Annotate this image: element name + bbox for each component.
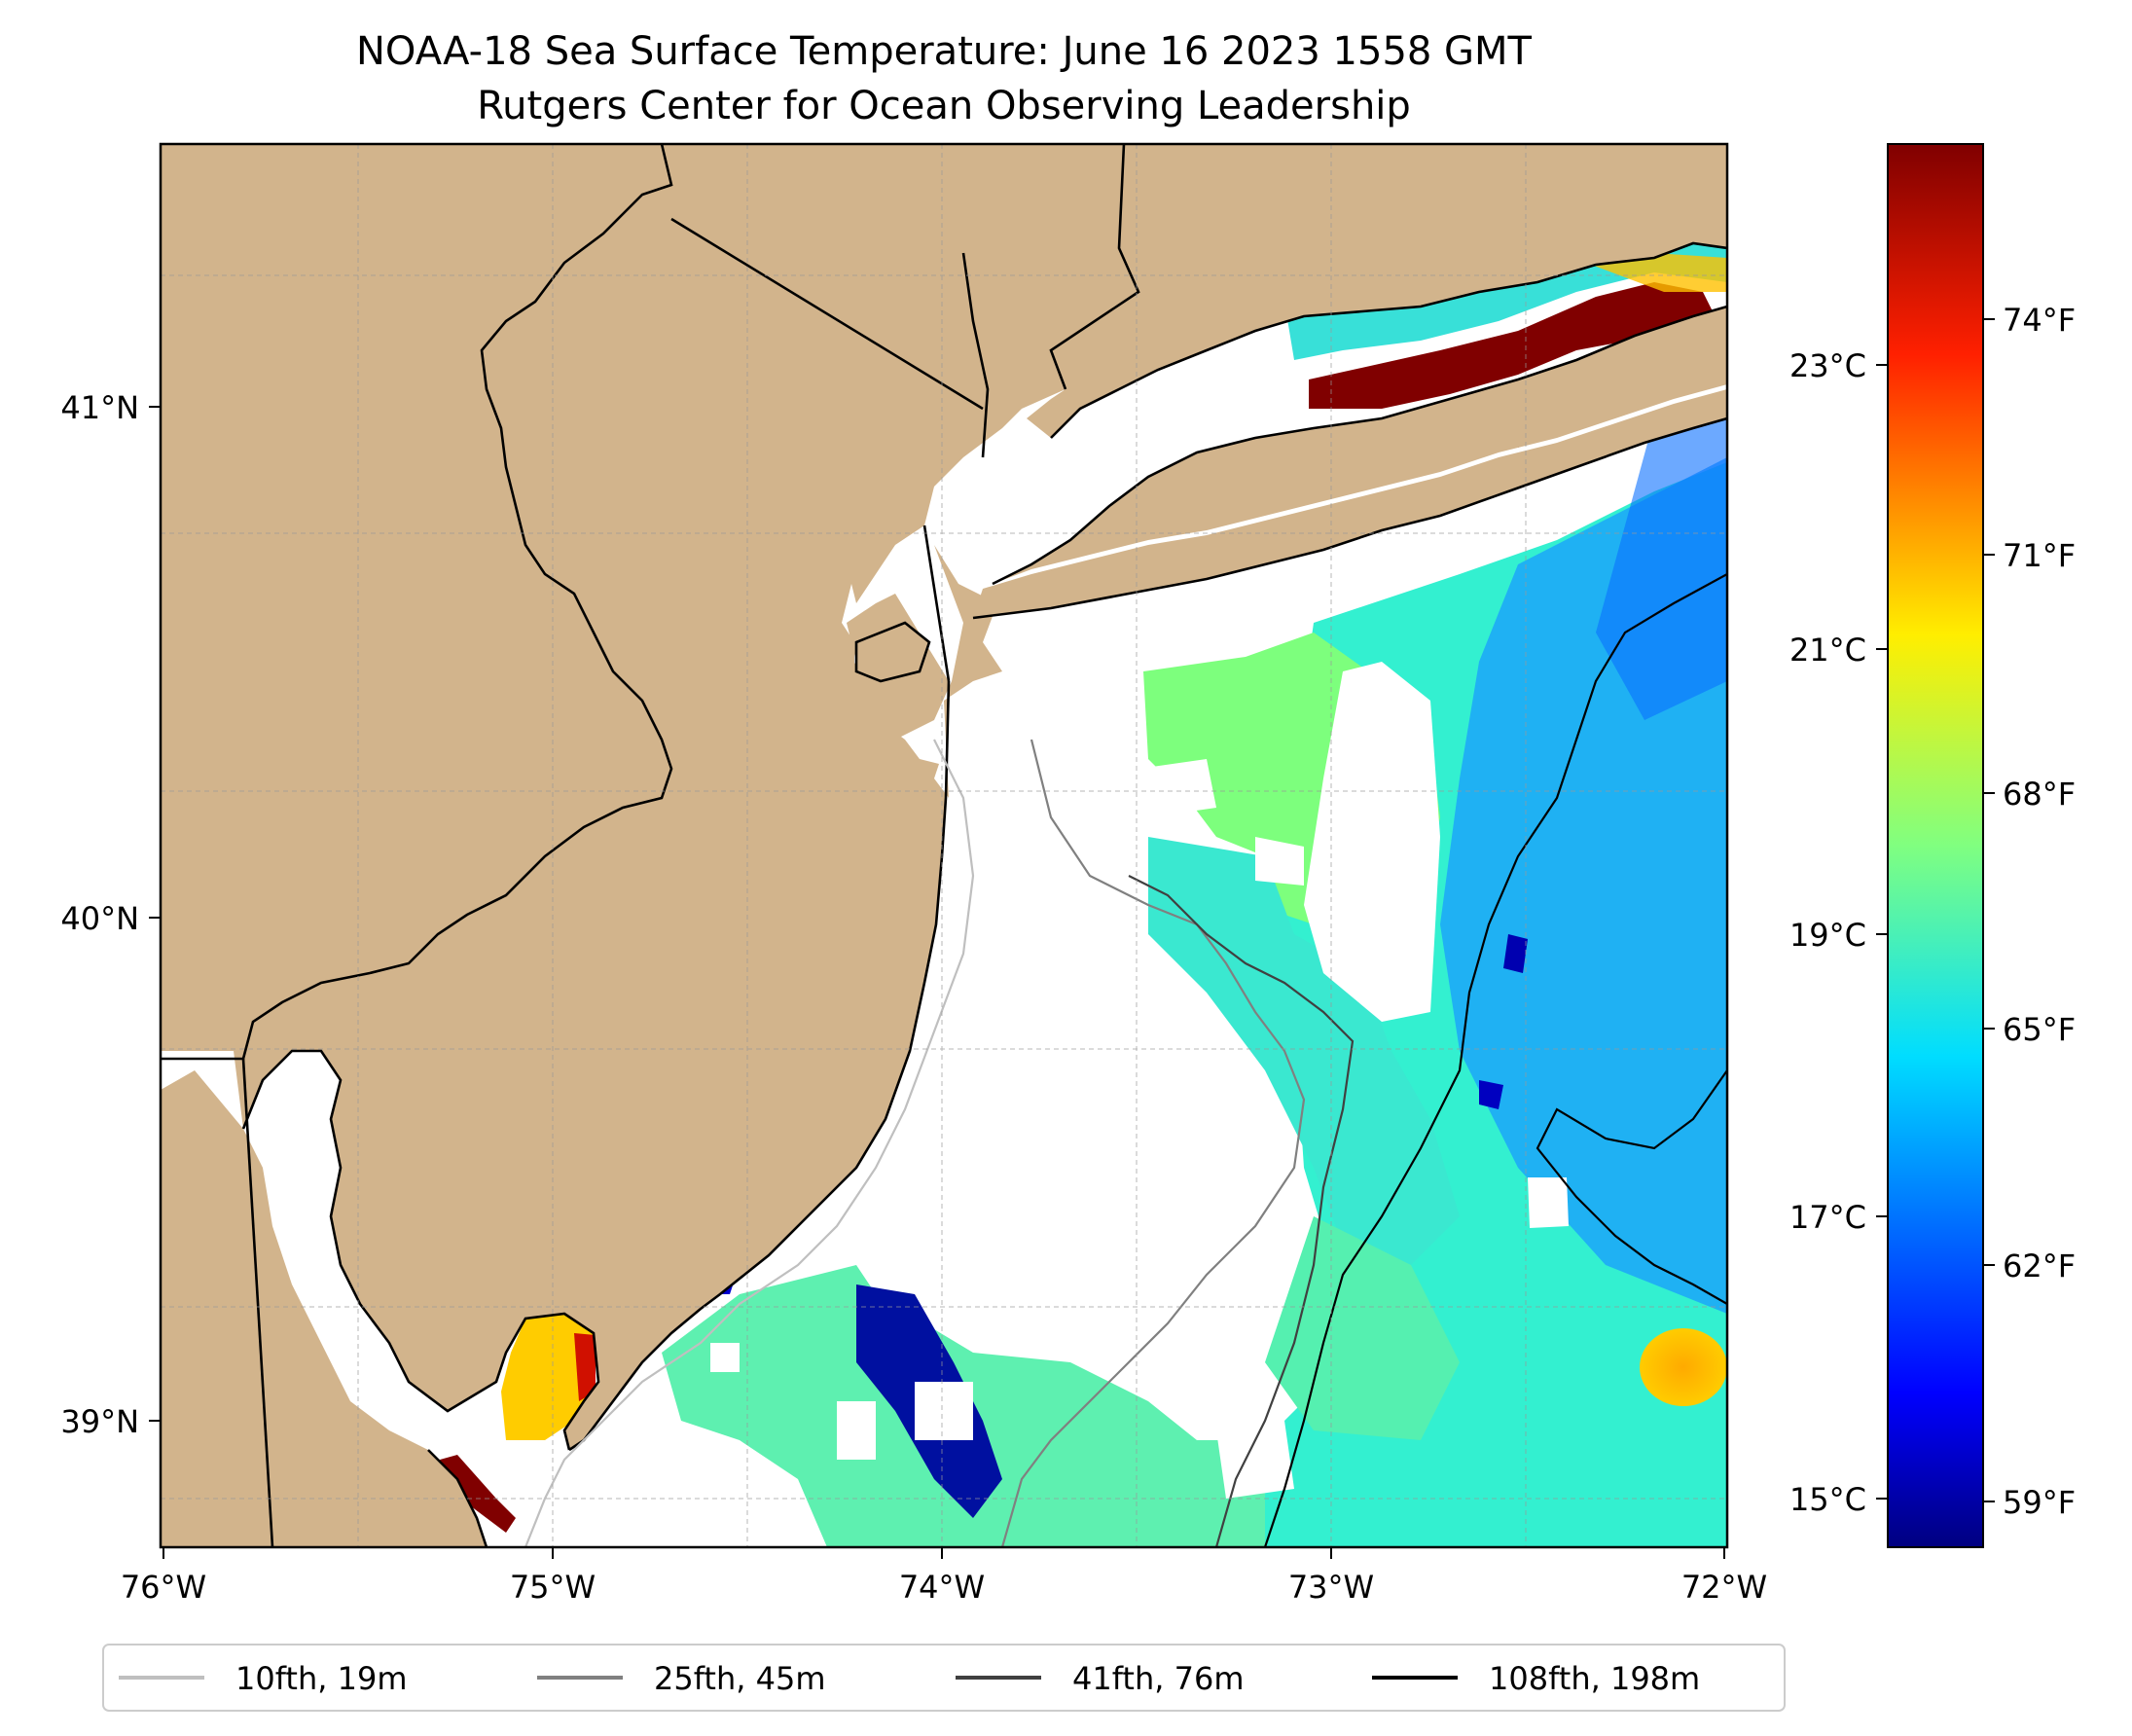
land-delmarva <box>161 1070 487 1547</box>
long-island-north-shore <box>992 305 1727 586</box>
legend: 10fth, 19m 25fth, 45m 41fth, 76m 108fth,… <box>102 1644 1786 1712</box>
land-staten-island <box>856 623 929 681</box>
lat-tick-marks <box>149 406 161 1422</box>
land-mainland <box>161 144 1138 1450</box>
de-md-border <box>241 1058 274 1547</box>
map-panel <box>161 144 1727 1547</box>
cloud-gap-1 <box>1304 662 1440 1022</box>
hudson-river <box>961 252 990 458</box>
sst-cape-may-hot <box>440 1455 516 1533</box>
map-frame <box>159 142 1729 1549</box>
hudson-west-shore <box>922 524 951 682</box>
cloud-gap-6 <box>837 1401 876 1460</box>
nj-pa-border <box>161 144 673 1061</box>
celsius-tick-label: 15°C <box>1789 1481 1866 1518</box>
bathymetry-contours <box>524 573 1727 1547</box>
fahrenheit-tick-label: 71°F <box>2003 537 2076 574</box>
colorbar-gradient <box>1887 143 1984 1548</box>
legend-box <box>102 1644 1786 1712</box>
legend-label-25fth: 25fth, 45m <box>654 1660 825 1697</box>
lon-tick-label: 73°W <box>1288 1569 1374 1606</box>
fahrenheit-tick-label: 65°F <box>2003 1011 2076 1048</box>
cloud-gap-3 <box>1255 837 1304 886</box>
fahrenheit-tick-label: 62°F <box>2003 1248 2076 1284</box>
fahrenheit-tick-label: 68°F <box>2003 776 2076 813</box>
cloud-gap-5 <box>915 1382 973 1440</box>
land-long-island <box>993 307 1727 584</box>
contour-25fth <box>1000 739 1306 1547</box>
sst-delaware-warm <box>501 1314 594 1440</box>
map-subtitle: Rutgers Center for Ocean Observing Leade… <box>477 84 1411 128</box>
celsius-tick-label: 21°C <box>1789 632 1866 669</box>
legend-label-10fth: 10fth, 19m <box>235 1660 407 1697</box>
lon-tick-label: 76°W <box>121 1569 206 1606</box>
delaware-bay-shore <box>241 1049 600 1451</box>
long-island-south-shore <box>972 416 1727 620</box>
ny-nj-border <box>670 217 984 411</box>
contour-10fth <box>524 739 975 1547</box>
lon-tick-label: 72°W <box>1681 1569 1767 1606</box>
celsius-tick-label: 17°C <box>1789 1199 1866 1236</box>
lat-tick-label: 39°N <box>60 1403 139 1440</box>
contour-108fth <box>1263 573 1727 1547</box>
sst-offshore-deepblue <box>1596 389 1727 720</box>
celsius-tick-marks <box>1876 364 1888 1500</box>
cloud-gap-4 <box>1138 759 1216 817</box>
sst-warm-eddy <box>1640 1328 1727 1406</box>
celsius-tick-label: 19°C <box>1789 917 1866 954</box>
cloud-gap-7 <box>1216 1421 1294 1499</box>
legend-label-108fth: 108fth, 198m <box>1489 1660 1700 1697</box>
lon-tick-label: 74°W <box>899 1569 985 1606</box>
cloud-gap-8 <box>710 1343 740 1372</box>
fahrenheit-tick-label: 74°F <box>2003 302 2076 339</box>
coastlines <box>161 144 1727 1547</box>
gridlines <box>161 144 1727 1547</box>
legend-label-41fth: 41fth, 76m <box>1072 1660 1244 1697</box>
contour-108fth-canyon <box>1536 1069 1727 1305</box>
sst-delaware-hot <box>574 1333 596 1401</box>
lon-tick-marks <box>163 1547 1725 1559</box>
land-long-island-south <box>973 389 1727 618</box>
cloud-gap-2 <box>1528 1177 1569 1228</box>
sst-li-sound-hot <box>1309 282 1713 409</box>
celsius-tick-label: 23°C <box>1789 347 1866 384</box>
land <box>161 144 1727 1547</box>
lat-tick-label: 41°N <box>60 389 139 426</box>
fahrenheit-tick-label: 59°F <box>2003 1484 2076 1521</box>
staten-island-shore <box>854 621 931 683</box>
nj-coastline <box>568 680 951 1452</box>
lon-tick-label: 75°W <box>510 1569 596 1606</box>
fahrenheit-tick-marks <box>1983 318 1995 1502</box>
connecticut-shore <box>1050 241 1727 439</box>
sst-cold-spot-2 <box>1479 1080 1503 1109</box>
lat-tick-label: 40°N <box>60 900 139 937</box>
colorbar: 23°C 21°C 19°C 17°C 15°C 74°F 71°F 68°F … <box>1789 143 2076 1548</box>
sst-midshelf-cyan <box>1148 837 1460 1265</box>
land-connecticut <box>1027 144 1727 438</box>
map-title: NOAA-18 Sea Surface Temperature: June 16… <box>356 29 1533 74</box>
sst-cold-spot-1 <box>1503 934 1528 973</box>
ny-ct-border <box>1049 144 1140 390</box>
contour-41fth <box>1128 875 1355 1547</box>
